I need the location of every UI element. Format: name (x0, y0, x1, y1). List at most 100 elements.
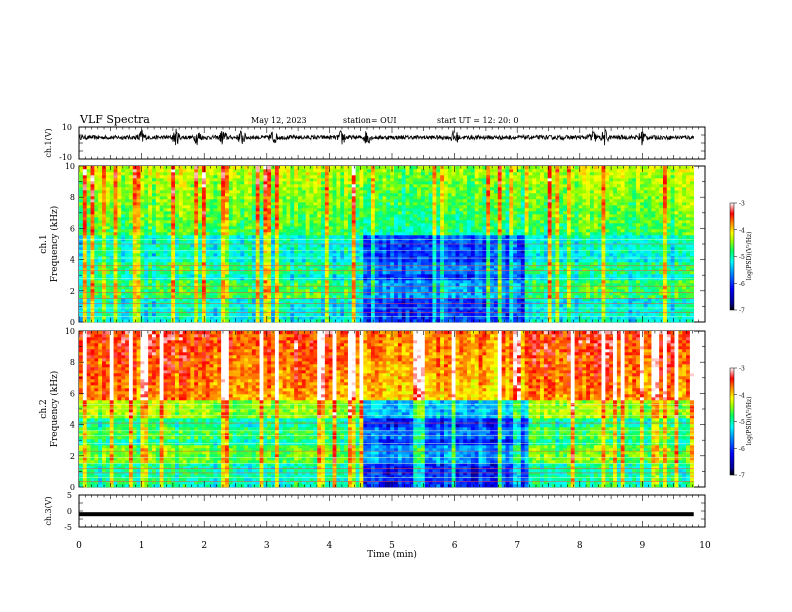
spectrogram-cell (274, 253, 280, 257)
spectrogram-cell (390, 271, 395, 275)
spectrogram-cell (167, 310, 172, 314)
spectrogram-cell (363, 289, 368, 293)
spectrogram-cell (301, 229, 306, 233)
spectrogram-cell (171, 190, 176, 194)
spectrogram-cell (205, 211, 210, 215)
spectrogram-cell (424, 235, 429, 239)
spectrogram-cell (121, 298, 126, 302)
spectrogram-cell (155, 283, 160, 287)
spectrogram-cell (221, 277, 226, 281)
spectrogram-cell (317, 220, 322, 224)
spectrogram-cell (182, 229, 187, 233)
spectrogram-cell (140, 238, 145, 242)
spectrogram-cell (417, 292, 422, 296)
spectrogram-cell (397, 175, 403, 179)
spectrogram-cell (386, 289, 391, 293)
spectrogram-cell (251, 217, 257, 221)
spectrogram-cell (190, 214, 195, 218)
spectrogram-cell (205, 184, 210, 188)
spectrogram-cell (394, 307, 399, 311)
spectrogram-cell (417, 205, 422, 209)
spectrogram-cell (236, 196, 241, 200)
spectrogram-cell (236, 313, 241, 317)
spectrogram-cell (409, 226, 414, 230)
spectrogram-cell (274, 247, 280, 251)
spectrogram-cell (328, 196, 333, 200)
spectrogram-cell (286, 268, 291, 272)
spectrogram-cell (263, 289, 268, 293)
spectrogram-cell (374, 244, 379, 248)
spectrogram-cell (79, 235, 84, 239)
spectrogram-cell (336, 313, 341, 317)
spectrogram-cell (79, 214, 84, 218)
spectrogram-cell (213, 301, 218, 305)
spectrogram-cell (405, 202, 410, 206)
spectrogram-cell (367, 172, 372, 176)
spectrogram-cell (90, 226, 95, 230)
spectrogram-cell (225, 262, 230, 266)
spectrogram-cell (244, 274, 249, 278)
spectrogram-cell (294, 298, 299, 302)
spectrogram-cell (274, 280, 280, 284)
spectrogram-cell (232, 310, 237, 314)
spectrogram-cell (278, 283, 283, 287)
spectrogram-cell (336, 208, 341, 212)
spectrogram-cell (394, 286, 399, 290)
spectrogram-cell (274, 310, 280, 314)
spectrogram-cell (309, 277, 314, 281)
spectrogram-cell (409, 295, 414, 299)
spectrogram-cell (298, 307, 303, 311)
spectrogram-cell (332, 175, 337, 179)
spectrogram-cell (378, 301, 383, 305)
spectrogram-cell (186, 205, 191, 209)
spectrogram-cell (371, 202, 376, 206)
spectrogram-cell (171, 289, 176, 293)
spectrogram-cell (363, 307, 368, 311)
spectrogram-cell (313, 178, 318, 182)
spectrogram-cell (274, 178, 280, 182)
spectrogram-cell (205, 319, 210, 323)
spectrogram-cell (217, 193, 222, 197)
spectrogram-cell (248, 268, 253, 272)
spectrogram-cell (171, 238, 176, 242)
spectrogram-cell (344, 292, 349, 296)
spectrogram-cell (336, 205, 341, 209)
spectrogram-cell (394, 187, 399, 191)
spectrogram-cell (409, 172, 414, 176)
spectrogram-cell (374, 205, 379, 209)
spectrogram-cell (190, 223, 195, 227)
spectrogram-cell (255, 259, 260, 263)
spectrogram-cell (132, 169, 137, 173)
spectrogram-cell (317, 262, 322, 266)
spectrogram-cell (79, 193, 84, 197)
spectrogram-cell (248, 226, 253, 230)
spectrogram-cell (79, 316, 84, 320)
spectrogram-cell (413, 283, 418, 287)
spectrogram-cell (305, 283, 310, 287)
spectrogram-cell (401, 286, 406, 290)
spectrogram-cell (417, 235, 422, 239)
spectrogram-cell (167, 256, 172, 260)
spectrogram-cell (86, 289, 91, 293)
spectrogram-cell (244, 289, 249, 293)
spectrogram-cell (282, 208, 287, 212)
spectrogram-cell (274, 277, 280, 281)
spectrogram-cell (113, 220, 118, 224)
spectrogram-cell (290, 220, 295, 224)
spectrogram-cell (267, 307, 272, 311)
spectrogram-cell (317, 196, 322, 200)
spectrogram-cell (340, 244, 345, 248)
spectrogram-cell (121, 196, 126, 200)
spectrogram-cell (271, 283, 276, 287)
spectrogram-cell (347, 208, 353, 212)
spectrogram-cell (301, 187, 306, 191)
spectrogram-cell (171, 319, 176, 323)
spectrogram-cell (397, 244, 403, 248)
spectrogram-cell (371, 196, 376, 200)
spectrogram-cell (390, 238, 395, 242)
spectrogram-cell (428, 277, 433, 281)
spectrogram-cell (86, 304, 91, 308)
spectrogram-cell (351, 181, 356, 185)
spectrogram-cell (125, 181, 130, 185)
